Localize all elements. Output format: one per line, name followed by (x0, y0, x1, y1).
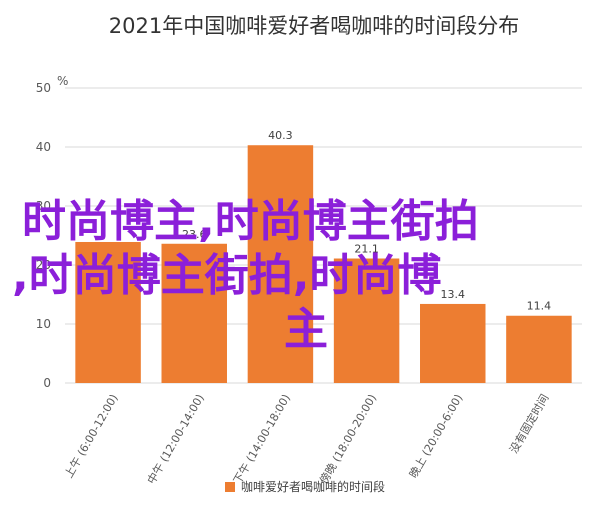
y-tick-label: 20 (36, 258, 51, 272)
bar (247, 145, 314, 383)
chart-title: 2021年中国咖啡爱好者喝咖啡的时间段分布 (109, 14, 519, 38)
x-tick-label: 上午 (6:00-12:00) (62, 392, 120, 480)
watermark-line-1: 时尚博主,时尚博主街拍 (22, 196, 479, 247)
data-label: 13.4 (441, 288, 466, 301)
watermark-line-3: 主 (284, 304, 328, 355)
x-tick-label: 傍晚 (18:00-20:00) (316, 392, 379, 487)
x-tick-labels: 上午 (6:00-12:00) 中午 (12:00-14:00) 下午 (14:00… (62, 392, 551, 487)
watermark-line-2: ,时尚博主街拍,时尚博 (12, 250, 441, 301)
bar (506, 315, 572, 383)
y-tick-labels: 0 10 20 30 40 50 (36, 81, 51, 390)
bar (161, 243, 227, 383)
legend: 咖啡爱好者喝咖啡的时间段 (225, 479, 385, 494)
x-tick-label: 没有固定时间 (506, 392, 551, 456)
y-tick-label: 0 (43, 376, 51, 390)
bars (75, 145, 572, 383)
bar (420, 303, 486, 383)
x-tick-label: 下午 (14:00-18:00) (231, 392, 293, 486)
data-label: 21.1 (354, 243, 379, 256)
grid-lines (65, 87, 582, 384)
bar (75, 241, 141, 383)
x-tick-label: 中午 (12:00-14:00) (145, 392, 207, 486)
y-tick-label: 50 (36, 81, 51, 95)
bar (333, 258, 400, 383)
legend-label: 咖啡爱好者喝咖啡的时间段 (241, 479, 385, 494)
y-tick-label: 40 (36, 140, 51, 154)
x-tick-label: 晚上 (20:00-6:00) (407, 392, 465, 480)
data-labels: 23.6 40.3 21.1 13.4 11.4 (182, 129, 551, 313)
y-axis-unit: % (57, 74, 68, 88)
watermark: 时尚博主,时尚博主街拍 ,时尚博主街拍,时尚博 主 (12, 196, 479, 355)
data-label: 23.6 (182, 228, 207, 241)
y-tick-label: 30 (36, 199, 51, 213)
data-label: 11.4 (527, 300, 552, 313)
legend-swatch (225, 482, 235, 492)
y-tick-label: 10 (36, 317, 51, 331)
data-label: 40.3 (268, 129, 293, 142)
